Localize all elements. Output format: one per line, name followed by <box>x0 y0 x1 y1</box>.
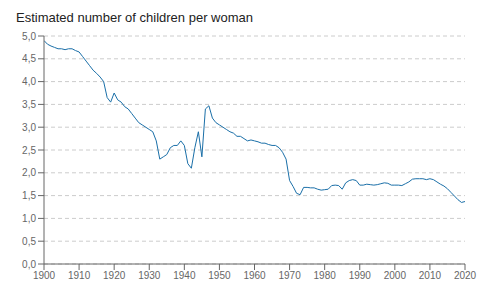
svg-text:2020: 2020 <box>454 270 477 281</box>
svg-text:1950: 1950 <box>208 270 231 281</box>
html-text:Estimated number of children p: Estimated number of children per woman <box>16 10 253 25</box>
svg-text:1960: 1960 <box>243 270 266 281</box>
svg-text:2000: 2000 <box>384 270 407 281</box>
svg-text:0,0: 0,0 <box>22 259 36 270</box>
svg-text:1910: 1910 <box>68 270 91 281</box>
svg-text:1980: 1980 <box>314 270 337 281</box>
svg-text:1900: 1900 <box>33 270 56 281</box>
svg-text:1920: 1920 <box>103 270 126 281</box>
svg-text:1930: 1930 <box>138 270 161 281</box>
svg-text:4,5: 4,5 <box>22 53 36 64</box>
svg-text:1,5: 1,5 <box>22 190 36 201</box>
svg-text:1990: 1990 <box>349 270 372 281</box>
svg-text:0,5: 0,5 <box>22 236 36 247</box>
svg-text:5,0: 5,0 <box>22 31 36 42</box>
svg-text:1,0: 1,0 <box>22 213 36 224</box>
svg-text:4,0: 4,0 <box>22 76 36 87</box>
svg-text:2010: 2010 <box>419 270 442 281</box>
svg-text:3,0: 3,0 <box>22 122 36 133</box>
svg-text:2,0: 2,0 <box>22 167 36 178</box>
svg-text:2,5: 2,5 <box>22 145 36 156</box>
svg-text:3,5: 3,5 <box>22 99 36 110</box>
svg-text:1970: 1970 <box>278 270 301 281</box>
svg-text:1940: 1940 <box>173 270 196 281</box>
